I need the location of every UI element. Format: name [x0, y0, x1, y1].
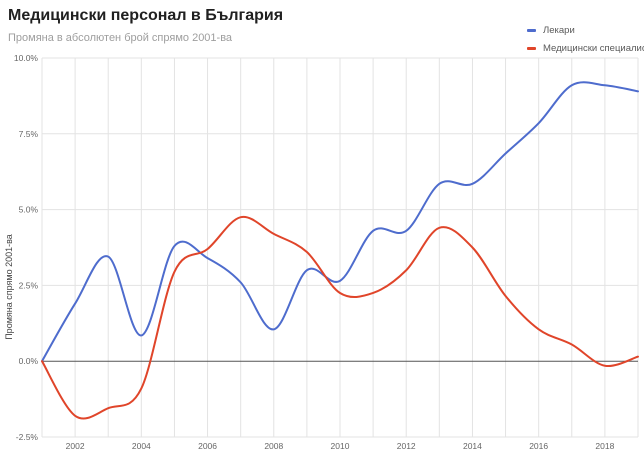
data-point-series-1[interactable] — [171, 243, 177, 249]
data-point-series-1[interactable] — [536, 120, 542, 126]
data-point-series-2[interactable] — [304, 249, 310, 255]
legend: Лекари Медицински специалисти — [527, 24, 644, 60]
y-tick-label: 10.0% — [14, 53, 39, 63]
x-tick-label: 2002 — [66, 441, 85, 451]
data-point-series-2[interactable] — [370, 290, 376, 296]
data-point-series-1[interactable] — [337, 278, 343, 284]
data-point-series-1[interactable] — [205, 255, 211, 261]
x-tick-label: 2016 — [529, 441, 548, 451]
y-tick-label: 0.0% — [19, 356, 39, 366]
data-point-series-1[interactable] — [403, 228, 409, 234]
y-axis-label: Промяна спрямо 2001-ва — [4, 234, 14, 340]
data-point-series-2[interactable] — [469, 245, 475, 251]
data-point-series-2[interactable] — [536, 326, 542, 332]
data-point-series-1[interactable] — [436, 181, 442, 187]
series-line-2[interactable] — [41, 215, 639, 420]
data-point-series-1[interactable] — [370, 228, 376, 234]
data-point-series-2[interactable] — [171, 269, 177, 275]
data-point-series-2[interactable] — [403, 267, 409, 273]
data-point-series-1[interactable] — [72, 301, 78, 307]
x-tick-label: 2014 — [463, 441, 482, 451]
data-point-series-1[interactable] — [503, 151, 509, 157]
data-point-series-1[interactable] — [271, 326, 277, 332]
x-tick-label: 2010 — [331, 441, 350, 451]
data-point-series-2[interactable] — [72, 413, 78, 419]
data-point-series-2[interactable] — [271, 231, 277, 237]
series — [39, 81, 641, 420]
data-point-series-2[interactable] — [205, 246, 211, 252]
x-tick-label: 2018 — [595, 441, 614, 451]
legend-label-series-2: Медицински специалисти — [543, 43, 644, 54]
data-point-series-2[interactable] — [602, 363, 608, 369]
legend-label-series-1: Лекари — [543, 25, 575, 36]
y-tick-label: -2.5% — [16, 432, 39, 442]
data-point-series-2[interactable] — [105, 405, 111, 411]
legend-swatch-series-2 — [527, 47, 536, 50]
data-point-series-2[interactable] — [238, 214, 244, 220]
data-point-series-1[interactable] — [238, 279, 244, 285]
data-point-series-1[interactable] — [138, 332, 144, 338]
grid — [41, 57, 639, 438]
data-point-series-2[interactable] — [337, 290, 343, 296]
legend-item-series-1[interactable]: Лекари — [527, 24, 644, 37]
data-point-series-2[interactable] — [635, 354, 641, 360]
x-tick-label: 2008 — [264, 441, 283, 451]
data-point-series-2[interactable] — [503, 293, 509, 299]
chart-subtitle: Промяна в абсолютен брой спрямо 2001-ва — [8, 32, 233, 44]
axes: -2.5% 0.0% 2.5% 5.0% 7.5% 10.0% 2002 2004 2006 20… — [14, 53, 615, 451]
data-point-series-1[interactable] — [569, 82, 575, 88]
data-point-series-1[interactable] — [105, 254, 111, 260]
data-point-series-1[interactable] — [602, 82, 608, 88]
data-point-series-2[interactable] — [138, 385, 144, 391]
legend-item-series-2[interactable]: Медицински специалисти — [527, 42, 644, 55]
data-point-series-2[interactable] — [39, 358, 45, 364]
data-point-series-2[interactable] — [569, 342, 575, 348]
data-point-series-1[interactable] — [304, 267, 310, 273]
data-point-series-1[interactable] — [469, 181, 475, 187]
y-tick-label: 2.5% — [19, 280, 39, 290]
data-point-series-1[interactable] — [635, 88, 641, 94]
y-tick-label: 5.0% — [19, 205, 39, 215]
x-tick-label: 2012 — [397, 441, 416, 451]
x-tick-label: 2004 — [132, 441, 151, 451]
x-tick-label: 2006 — [198, 441, 217, 451]
legend-swatch-series-1 — [527, 29, 536, 32]
chart-title: Медицински персонал в България — [8, 7, 284, 24]
data-point-series-2[interactable] — [436, 225, 442, 231]
y-tick-label: 7.5% — [19, 129, 39, 139]
